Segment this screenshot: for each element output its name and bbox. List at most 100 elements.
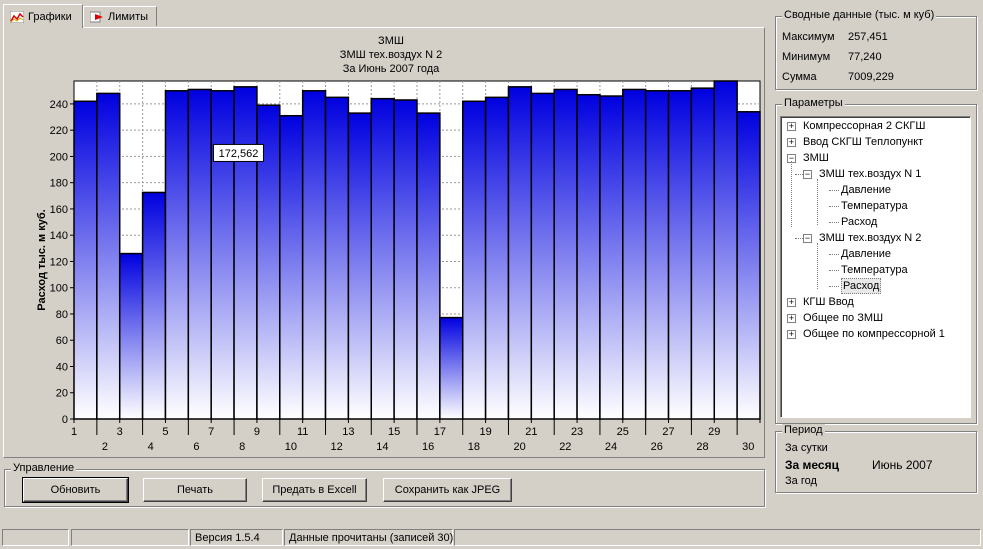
bar-26[interactable] (644, 90, 670, 420)
y-tick-label-9: 180 (50, 178, 68, 190)
x-tick-label-26: 26 (651, 441, 663, 453)
summary-min-label: Минимум (782, 51, 831, 63)
bar-30[interactable] (736, 111, 761, 420)
x-tick-label-1: 1 (71, 426, 77, 438)
bar-6[interactable] (187, 88, 212, 420)
tree-node[interactable]: Общее по компрессорной 1 (803, 328, 945, 340)
period-year[interactable]: За год (785, 475, 817, 487)
x-tick-label-20: 20 (513, 441, 525, 453)
bar-27[interactable] (667, 90, 693, 420)
tree-node[interactable]: Расход (841, 216, 878, 228)
bar-13[interactable] (347, 112, 373, 420)
tree-node[interactable]: Компрессорная 2 СКГШ (803, 120, 926, 132)
x-tick-label-25: 25 (617, 426, 629, 438)
tree-node[interactable]: КГШ Ввод (803, 296, 854, 308)
tree-toggle-expand-icon[interactable]: + (787, 329, 796, 339)
tree-node[interactable]: Общее по ЗМШ (803, 312, 884, 324)
bar-16[interactable] (416, 112, 441, 420)
x-tick-label-4: 4 (148, 441, 154, 453)
bar-4[interactable] (141, 191, 167, 420)
tree-connector (795, 174, 803, 175)
summary-min-value: 77,240 (848, 51, 882, 63)
summary-group: Сводные данные (тыс. м куб) Максимум 257… (775, 9, 977, 90)
tree-connector (829, 222, 839, 223)
y-tick-label-7: 140 (50, 230, 68, 242)
bar-21[interactable] (530, 92, 555, 420)
tree-node[interactable]: Расход (841, 278, 882, 294)
tree-node[interactable]: Давление (841, 248, 892, 260)
x-tick-label-29: 29 (708, 426, 720, 438)
y-tick-label-8: 160 (50, 204, 68, 216)
params-tree[interactable]: + Компрессорная 2 СКГШ + Ввод СКГШ Теплопун… (780, 116, 971, 418)
tree-toggle-expand-icon[interactable]: + (787, 137, 796, 147)
tree-connector (829, 206, 839, 207)
tree-node[interactable]: ЗМШ тех.воздух N 2 (819, 232, 922, 244)
bar-5[interactable] (164, 90, 190, 420)
x-tick-label-13: 13 (342, 426, 354, 438)
bar-20[interactable] (507, 86, 533, 420)
x-tick-label-19: 19 (479, 426, 491, 438)
bar-28[interactable] (690, 87, 716, 420)
x-tick-label-8: 8 (239, 441, 245, 453)
bar-3[interactable] (118, 252, 144, 420)
bar-8[interactable] (233, 86, 258, 420)
bar-2[interactable] (96, 92, 121, 420)
tree-node[interactable]: ЗМШ (803, 152, 829, 164)
params-title: Параметры (782, 97, 845, 109)
bar-18[interactable] (461, 100, 487, 420)
tree-node[interactable]: Ввод СКГШ Теплопункт (803, 136, 924, 148)
export-excel-button[interactable]: Предать в Excell (262, 478, 367, 502)
tree-toggle-collapse-icon[interactable]: − (803, 233, 812, 243)
x-tick-label-15: 15 (388, 426, 400, 438)
status-cell-1 (2, 529, 69, 546)
x-tick-label-24: 24 (605, 441, 617, 453)
status-message: Данные прочитаны (записей 30) (284, 529, 453, 546)
x-tick-label-10: 10 (285, 441, 297, 453)
bar-10[interactable] (279, 114, 304, 420)
bar-23[interactable] (576, 93, 601, 420)
bar-7[interactable] (210, 90, 235, 420)
tree-toggle-expand-icon[interactable]: + (787, 297, 796, 307)
bar-25[interactable] (622, 88, 647, 420)
period-day[interactable]: За сутки (785, 442, 828, 454)
refresh-button[interactable]: Обновить (22, 477, 129, 503)
tree-node[interactable]: ЗМШ тех.воздух N 1 (819, 168, 922, 180)
chart-panel: ЗМШ ЗМШ тех.воздух N 2 За Июнь 2007 года… (3, 27, 765, 458)
x-tick-label-5: 5 (162, 426, 168, 438)
chart-icon (9, 10, 25, 23)
bar-24[interactable] (599, 95, 624, 420)
tab-limits-label: Лимиты (108, 10, 149, 23)
bar-17[interactable] (439, 316, 464, 420)
tree-node[interactable]: Температура (841, 264, 908, 276)
bar-1[interactable] (73, 100, 98, 420)
tree-connector (829, 286, 839, 287)
bar-22[interactable] (553, 88, 578, 420)
tab-charts[interactable]: Графики (3, 4, 83, 28)
bar-14[interactable] (370, 97, 395, 420)
tree-toggle-collapse-icon[interactable]: − (803, 169, 812, 179)
tree-toggle-expand-icon[interactable]: + (787, 121, 796, 131)
chart-title-line-1: ЗМШ (378, 35, 404, 47)
bar-chart: ЗМШ ЗМШ тех.воздух N 2 За Июнь 2007 года… (36, 35, 761, 453)
y-tick-label-2: 40 (56, 361, 68, 373)
y-tick-label-1: 20 (56, 388, 68, 400)
tree-connector (817, 243, 818, 289)
tree-node[interactable]: Температура (841, 200, 908, 212)
chart-title-line-2: ЗМШ тех.воздух N 2 (340, 49, 442, 61)
bar-15[interactable] (393, 99, 418, 420)
summary-sum-value: 7009,229 (848, 71, 894, 83)
bar-12[interactable] (324, 96, 350, 420)
print-button[interactable]: Печать (143, 478, 247, 502)
period-month[interactable]: За месяц (785, 458, 839, 472)
status-bar: Версия 1.5.4 Данные прочитаны (записей 3… (0, 529, 983, 547)
bar-29[interactable] (713, 80, 738, 420)
bar-19[interactable] (484, 96, 510, 420)
summary-max-label: Максимум (782, 31, 835, 43)
tree-connector (791, 161, 792, 227)
bar-11[interactable] (301, 90, 327, 420)
tab-limits[interactable]: Лимиты (83, 6, 157, 26)
tree-node[interactable]: Давление (841, 184, 892, 196)
status-cell-5 (454, 529, 981, 546)
tree-toggle-expand-icon[interactable]: + (787, 313, 796, 323)
save-jpeg-button[interactable]: Сохранить как JPEG (383, 478, 512, 502)
